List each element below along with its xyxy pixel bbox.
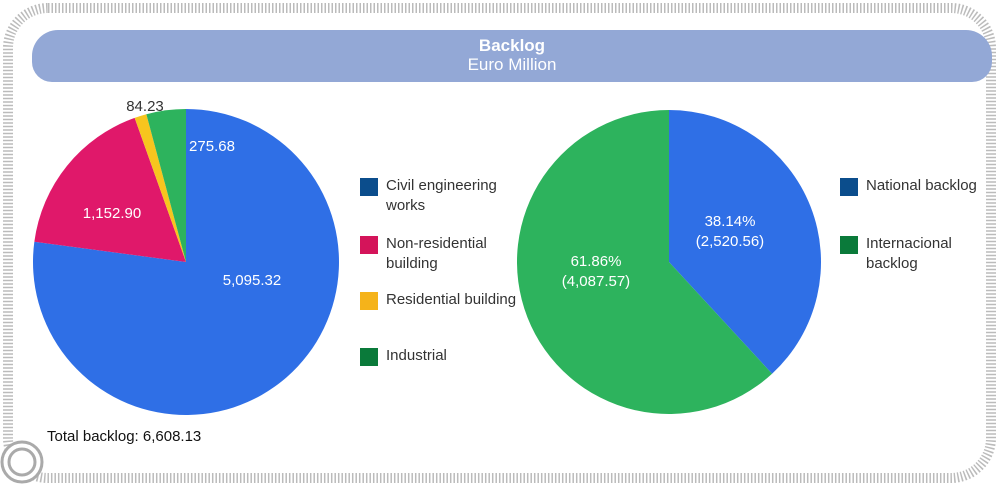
- legend-label: Non-residential building: [386, 235, 487, 272]
- footnote: Total backlog: 6,608.13: [47, 428, 202, 445]
- subtitle: Euro Million: [467, 55, 557, 74]
- legend-swatch: [840, 236, 858, 254]
- charts: 5,095.32 1,152.90 84.23 275.68 38.14% (2,520.…: [32, 98, 821, 415]
- legend-item: Industrial: [360, 346, 526, 366]
- legend-item: Internacional backlog: [840, 234, 986, 274]
- percentage-label: 38.14%: [705, 213, 756, 230]
- value-label: (2,520.56): [696, 233, 764, 250]
- border: [3, 3, 996, 483]
- legend-item: Civil engineering works: [360, 176, 526, 216]
- header: Backlog Euro Million: [32, 30, 992, 82]
- legend-swatch: [360, 292, 378, 310]
- legend-item: Non-residential building: [360, 234, 526, 274]
- pie-slice: [517, 110, 773, 414]
- pie-slice: [134, 114, 186, 263]
- pie-slice: [34, 117, 186, 262]
- value-label: 1,152.90: [83, 205, 141, 222]
- value-label: 84.23: [126, 98, 164, 115]
- legend-label: National backlog: [866, 177, 977, 194]
- value-label: 5,095.32: [223, 272, 281, 289]
- value-label: 275.68: [189, 138, 235, 155]
- pie-slice: [669, 110, 821, 374]
- corner-ring: [7, 447, 37, 477]
- legend-swatch: [360, 236, 378, 254]
- legend-swatch: [360, 178, 378, 196]
- legend-item: Residential building: [360, 290, 526, 310]
- legend-label: Residential building: [386, 291, 517, 308]
- title: Backlog: [478, 36, 546, 55]
- legend-label: Industrial: [386, 347, 447, 364]
- value-label: (4,087.57): [562, 273, 630, 290]
- legend-label: Civil engineering works: [386, 177, 497, 214]
- legend-label: Internacional backlog: [866, 235, 952, 272]
- pie-slice: [146, 109, 186, 262]
- legend-swatch: [360, 348, 378, 366]
- percentage-label: 61.86%: [571, 253, 622, 270]
- legend-swatch: [840, 178, 858, 196]
- legend-item: National backlog: [840, 176, 986, 196]
